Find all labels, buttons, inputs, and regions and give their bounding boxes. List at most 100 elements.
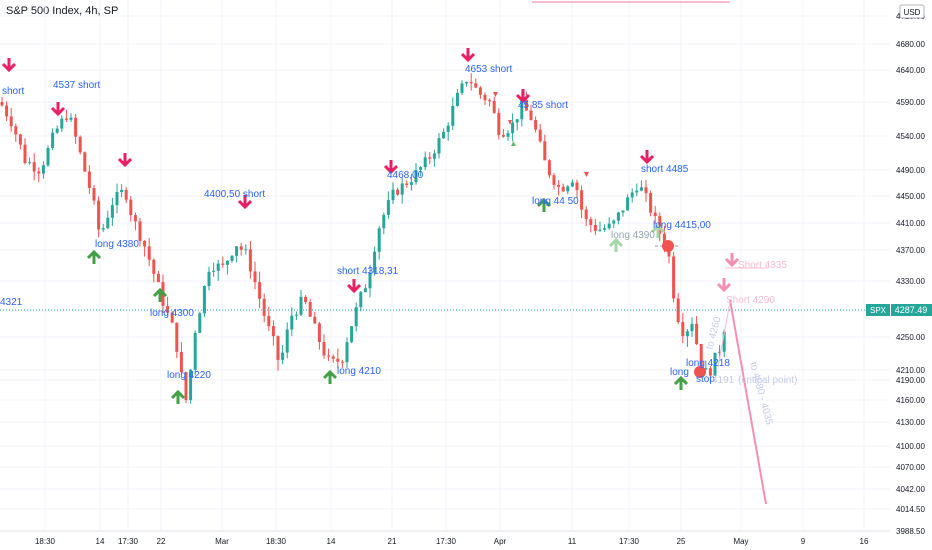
candle-body (244, 249, 248, 251)
arrow-head (716, 282, 732, 293)
arrow-head (1, 62, 17, 73)
candle-body (230, 255, 234, 261)
candle-body (589, 219, 593, 225)
annotation-label: 4537 short (53, 80, 100, 91)
x-tick-label: 11 (568, 537, 577, 546)
candle-body (446, 125, 450, 132)
candle-body (699, 344, 703, 370)
candle-body (653, 212, 657, 217)
x-tick-label: 18:30 (266, 537, 287, 546)
candle-body (570, 182, 574, 187)
arrow-up-icon (152, 287, 168, 302)
candle-body (672, 256, 676, 299)
candle-body (124, 190, 128, 200)
candle-body (175, 322, 179, 352)
arrow-up-icon (536, 197, 552, 212)
candle-body (492, 100, 496, 113)
candle-body (695, 323, 699, 345)
candle-body (524, 99, 528, 111)
candle-body (501, 135, 505, 137)
candle-body (271, 326, 275, 337)
candle-body (649, 193, 653, 213)
annotation-label: long 4415,00 (653, 220, 711, 231)
candle-body (46, 147, 50, 166)
candle-body (681, 322, 685, 337)
annotation-label: (critical point) (738, 375, 797, 386)
stop-marker (694, 366, 706, 378)
candle-body (308, 302, 312, 317)
currency-tag[interactable]: USD (899, 4, 925, 19)
annotation-label: 4321 (0, 297, 23, 308)
y-tick-label: 4210.00 (896, 366, 925, 375)
candle-body (529, 110, 533, 120)
arrow-head (515, 93, 531, 104)
candle-body (304, 296, 308, 303)
candle-body (359, 292, 363, 308)
candle-body (28, 162, 32, 164)
candle-body (299, 296, 303, 315)
arrow-down-icon (237, 195, 253, 210)
candle-body (41, 165, 45, 174)
candle-body (635, 190, 639, 193)
candle-body (184, 372, 188, 401)
x-tick-label: 17:30 (436, 537, 457, 546)
price-axis[interactable]: 4720.004680.004640.004590.004540.004490.… (896, 12, 925, 536)
candle-body (391, 189, 395, 201)
annotation-label: short (2, 86, 24, 97)
candle-body (547, 160, 551, 176)
time-axis[interactable]: 18:30 14 17:30 22 Mar 18:30 14 21 17:30 Apr 11 17:3… (0, 530, 890, 546)
candle-body (658, 216, 662, 234)
arrow-down-icon (383, 160, 399, 175)
candle-body (221, 263, 225, 265)
arrow-down-icon (639, 150, 655, 165)
annotation-label: long 4218 (686, 358, 730, 369)
candle-body (442, 131, 446, 139)
candle-body (207, 271, 211, 287)
candle-body (225, 260, 229, 265)
candle-body (281, 352, 285, 360)
candle-body (373, 251, 377, 273)
candle-body (690, 323, 694, 332)
candle-body (708, 368, 712, 376)
candle-body (69, 117, 73, 120)
overlay-lines (0, 1, 890, 505)
y-tick-label: 4130.00 (896, 418, 925, 427)
x-tick-label: May (733, 537, 748, 546)
candle-body (488, 100, 492, 102)
y-tick-label: 4190.00 (896, 376, 925, 385)
candle-body (405, 183, 409, 185)
arrow-up-icon (608, 237, 624, 252)
y-tick-label: 4160.00 (896, 396, 925, 405)
candle-body (386, 200, 390, 215)
candle-body (580, 190, 584, 210)
arrow-head (724, 257, 740, 268)
candle-body (179, 351, 183, 373)
candle-body (253, 271, 257, 283)
candle-body (377, 228, 381, 252)
arrow-down-icon (1, 58, 17, 73)
x-tick-label: 22 (157, 537, 166, 546)
candle-body (612, 220, 616, 224)
candle-body (120, 190, 124, 193)
projection-line (729, 299, 767, 505)
candle-body (290, 315, 294, 330)
candle-body (626, 197, 630, 211)
candle-body (520, 99, 524, 120)
annotation-label: 45 85 short (518, 100, 568, 111)
arrow-head (170, 389, 186, 400)
arrow-down-icon (515, 89, 531, 104)
badge-value-bg (891, 304, 932, 316)
signal-arrows (1, 48, 740, 404)
candle-body (423, 157, 427, 168)
candle-body (465, 82, 469, 84)
candle-body (115, 192, 119, 206)
candle-body (396, 189, 400, 195)
y-tick-label: 4014.50 (896, 505, 925, 514)
small-down-marker (584, 172, 589, 177)
candle-body (483, 94, 487, 101)
candle-body (285, 329, 289, 353)
annotation-label: 4191 (712, 375, 735, 386)
y-tick-label: 4540.00 (896, 132, 925, 141)
candle-body (64, 118, 68, 120)
